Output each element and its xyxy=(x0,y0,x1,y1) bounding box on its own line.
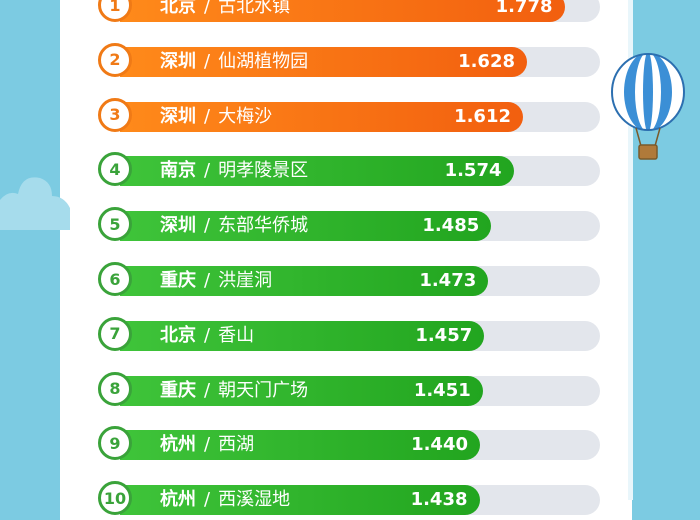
place-name: 大梅沙 xyxy=(218,105,273,127)
place-name: 东部华侨城 xyxy=(218,215,309,237)
city-name: 南京 xyxy=(160,160,196,182)
rank-badge: 4 xyxy=(98,152,132,187)
bar-row: 7 北京 / 香山 1.457 xyxy=(0,316,700,353)
rank-badge: 10 xyxy=(98,481,132,516)
cloud-decoration-icon xyxy=(0,177,70,230)
data-label: 1.473 xyxy=(419,270,477,291)
bar xyxy=(120,46,527,77)
separator: / xyxy=(204,379,211,401)
bar-row: 2 深圳 / 仙湖植物园 1.628 xyxy=(0,42,700,79)
bar-label: 北京 / 香山 xyxy=(160,323,254,349)
place-name: 香山 xyxy=(218,324,255,346)
bar-row: 5 深圳 / 东部华侨城 1.485 xyxy=(0,207,700,243)
card-edge xyxy=(628,0,633,500)
rank-badge: 8 xyxy=(98,371,132,406)
bar xyxy=(120,0,565,22)
place-name: 洪崖洞 xyxy=(218,270,273,291)
rank-badge: 5 xyxy=(98,207,132,242)
bar-row: 9 杭州 / 西湖 1.440 xyxy=(0,426,700,462)
bar-label: 重庆 / 洪崖洞 xyxy=(160,268,272,294)
data-label: 1.612 xyxy=(454,105,511,127)
separator: / xyxy=(204,160,211,182)
rank-badge: 1 xyxy=(98,0,132,22)
data-label: 1.574 xyxy=(444,160,502,182)
hot-air-balloon-icon xyxy=(611,53,685,160)
bar xyxy=(120,266,489,296)
bar-label: 深圳 / 大梅沙 xyxy=(160,104,272,130)
data-label: 1.438 xyxy=(410,489,468,511)
separator: / xyxy=(204,0,211,17)
bar xyxy=(120,375,483,406)
rank-badge: 3 xyxy=(98,97,132,132)
data-label: 1.451 xyxy=(413,379,471,401)
bar-row: 3 深圳 / 大梅沙 1.612 xyxy=(0,97,700,134)
city-name: 杭州 xyxy=(160,434,196,456)
separator: / xyxy=(204,324,211,346)
city-name: 北京 xyxy=(160,324,196,346)
bar-label: 重庆 / 朝天门广场 xyxy=(160,378,308,404)
bar-row: 1 北京 / 古北水镇 1.778 xyxy=(0,0,700,24)
bar-label: 杭州 / 西湖 xyxy=(160,432,254,458)
bar-row: 8 重庆 / 朝天门广场 1.451 xyxy=(0,371,700,408)
separator: / xyxy=(204,105,211,127)
data-label: 1.457 xyxy=(415,324,473,346)
bar-row: 6 重庆 / 洪崖洞 1.473 xyxy=(0,262,700,298)
bar-label: 深圳 / 仙湖植物园 xyxy=(160,49,308,75)
bar-row: 10 杭州 / 西溪湿地 1.438 xyxy=(0,481,700,517)
bar-label: 南京 / 明孝陵景区 xyxy=(160,158,308,184)
bar-row: 4 南京 / 明孝陵景区 1.574 xyxy=(0,152,700,188)
bar xyxy=(120,430,480,461)
bar-label: 深圳 / 东部华侨城 xyxy=(160,213,308,239)
data-label: 1.440 xyxy=(411,434,468,456)
rank-badge: 9 xyxy=(98,426,132,461)
bar xyxy=(120,101,523,132)
bar-label: 北京 / 古北水镇 xyxy=(160,0,290,20)
city-name: 重庆 xyxy=(160,379,196,401)
rank-badge: 6 xyxy=(98,262,132,296)
bar xyxy=(120,156,514,187)
separator: / xyxy=(204,50,211,72)
place-name: 古北水镇 xyxy=(218,0,291,17)
city-name: 深圳 xyxy=(160,50,196,72)
place-name: 明孝陵景区 xyxy=(218,160,309,182)
data-label: 1.628 xyxy=(458,50,515,72)
city-name: 深圳 xyxy=(160,215,196,237)
city-name: 重庆 xyxy=(160,270,196,291)
bar-label: 杭州 / 西溪湿地 xyxy=(160,487,290,513)
rank-badge: 2 xyxy=(98,42,132,77)
place-name: 朝天门广场 xyxy=(218,379,309,401)
city-name: 北京 xyxy=(160,0,196,17)
place-name: 西湖 xyxy=(218,434,255,456)
city-name: 深圳 xyxy=(160,105,196,127)
separator: / xyxy=(204,215,211,237)
data-label: 1.778 xyxy=(495,0,553,17)
separator: / xyxy=(204,434,211,456)
bar xyxy=(120,320,485,351)
place-name: 仙湖植物园 xyxy=(218,50,309,72)
rank-badge: 7 xyxy=(98,316,132,351)
data-label: 1.485 xyxy=(422,215,480,237)
separator: / xyxy=(204,270,211,291)
bar xyxy=(120,211,492,242)
